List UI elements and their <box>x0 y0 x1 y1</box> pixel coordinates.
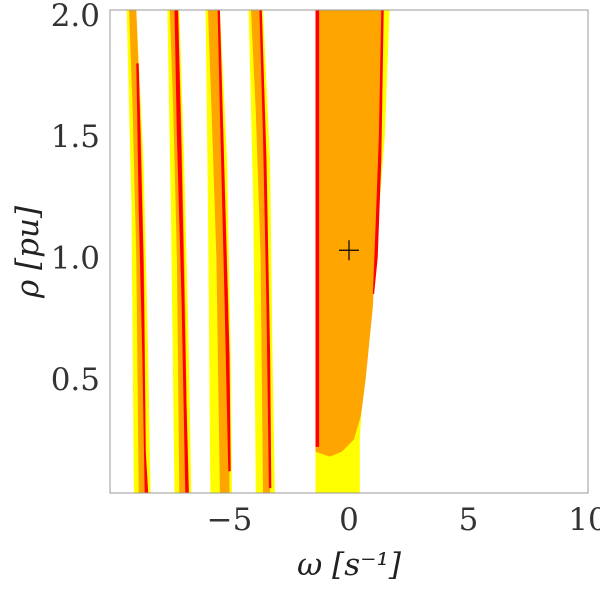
x-axis-label: ω [s⁻¹] <box>297 547 402 583</box>
y-tick-label: 1.5 <box>51 119 100 155</box>
region-layer <box>126 10 390 493</box>
y-tick-labels: 0.5 1.0 1.5 2.0 <box>51 0 100 398</box>
band-main-orange-region <box>315 10 383 457</box>
marker-layer <box>339 240 359 261</box>
band-main-red-region <box>372 10 384 294</box>
y-tick-label: 2.0 <box>51 0 100 34</box>
band-main-red-region <box>315 10 320 447</box>
x-tick-labels: −5 0 5 10 <box>207 502 600 538</box>
plot-frame <box>109 9 589 494</box>
x-tick-label: −5 <box>207 502 253 538</box>
y-tick-label: 0.5 <box>51 362 100 398</box>
band-1-orange-region <box>129 10 146 493</box>
band-3-red-region <box>217 10 231 472</box>
x-tick-label: 0 <box>339 502 359 538</box>
band-2-red-region <box>174 10 189 493</box>
y-tick-label: 1.0 <box>51 241 100 277</box>
band-4-orange-region <box>251 10 271 493</box>
x-tick-label: 10 <box>568 502 600 538</box>
y-axis-label: ρ [pu] <box>10 205 46 299</box>
band-3-orange-region <box>208 10 230 493</box>
band-4-red-region <box>259 10 272 489</box>
x-tick-label: 5 <box>459 502 479 538</box>
band-1-red-region <box>136 63 149 493</box>
reference-point-marker <box>339 240 359 261</box>
